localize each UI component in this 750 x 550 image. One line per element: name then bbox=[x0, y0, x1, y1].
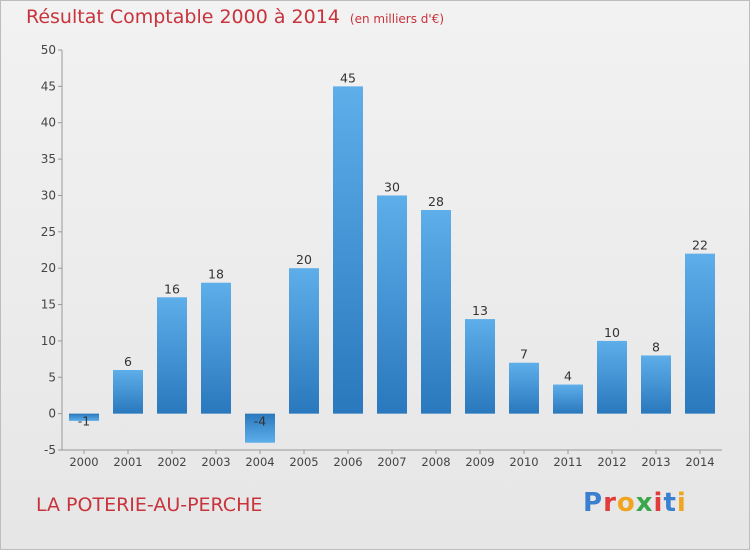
y-tick-label: -5 bbox=[44, 443, 56, 457]
y-tick-label: 40 bbox=[41, 116, 56, 130]
x-tick-label: 2001 bbox=[113, 455, 142, 469]
data-label-2007: 30 bbox=[384, 179, 400, 194]
proxiti-logo[interactable]: Proxiti bbox=[583, 488, 687, 518]
y-tick-label: 10 bbox=[41, 334, 56, 348]
bar-2007 bbox=[377, 195, 407, 414]
chart-title: Résultat Comptable 2000 à 2014 (en millie… bbox=[26, 6, 444, 28]
bar-2012 bbox=[597, 340, 627, 414]
bar-2004 bbox=[245, 413, 275, 443]
bar-2006 bbox=[333, 86, 363, 414]
chart-subtitle: (en milliers d'€) bbox=[349, 12, 445, 26]
y-tick-label: 50 bbox=[41, 43, 56, 57]
data-label-2008: 28 bbox=[428, 194, 444, 209]
bar-2011 bbox=[553, 384, 583, 414]
data-label-2014: 22 bbox=[692, 238, 708, 253]
x-tick-label: 2000 bbox=[69, 455, 98, 469]
x-tick-label: 2010 bbox=[509, 455, 538, 469]
x-tick-label: 2011 bbox=[553, 455, 582, 469]
data-label-2010: 7 bbox=[520, 347, 528, 362]
x-tick-label: 2002 bbox=[157, 455, 186, 469]
bar-2005 bbox=[289, 268, 319, 414]
data-label-2012: 10 bbox=[604, 325, 620, 340]
bar-2000 bbox=[69, 413, 99, 421]
y-tick-label: 0 bbox=[48, 407, 56, 421]
x-tick-label: 2014 bbox=[685, 455, 714, 469]
data-label-2011: 4 bbox=[564, 369, 572, 384]
y-tick-label: 25 bbox=[41, 225, 56, 239]
x-tick-label: 2003 bbox=[201, 455, 230, 469]
y-tick-label: 5 bbox=[48, 370, 56, 384]
x-tick-label: 2012 bbox=[597, 455, 626, 469]
y-tick-label: 15 bbox=[41, 298, 56, 312]
x-tick-label: 2005 bbox=[289, 455, 318, 469]
x-tick-label: 2013 bbox=[641, 455, 670, 469]
x-tick-label: 2007 bbox=[377, 455, 406, 469]
data-label-2006: 45 bbox=[340, 70, 356, 85]
data-label-2004: -4 bbox=[254, 414, 267, 429]
bar-2009 bbox=[465, 319, 495, 414]
x-tick-label: 2004 bbox=[245, 455, 274, 469]
y-tick-label: 30 bbox=[41, 188, 56, 202]
town-name: LA POTERIE-AU-PERCHE bbox=[36, 494, 263, 516]
x-tick-label: 2009 bbox=[465, 455, 494, 469]
data-label-2013: 8 bbox=[652, 339, 660, 354]
data-label-2001: 6 bbox=[124, 354, 132, 369]
bar-2010 bbox=[509, 362, 539, 414]
x-tick-label: 2008 bbox=[421, 455, 450, 469]
data-label-2005: 20 bbox=[296, 252, 312, 267]
bar-2003 bbox=[201, 282, 231, 414]
chart-title-text: Résultat Comptable 2000 à 2014 bbox=[26, 6, 340, 28]
bars bbox=[69, 86, 715, 443]
y-tick-label: 20 bbox=[41, 261, 56, 275]
bar-2002 bbox=[157, 297, 187, 414]
bar-2008 bbox=[421, 210, 451, 414]
y-tick-label: 45 bbox=[41, 79, 56, 93]
bar-2014 bbox=[685, 253, 715, 414]
bar-2001 bbox=[113, 370, 143, 414]
x-tick-label: 2006 bbox=[333, 455, 362, 469]
data-labels: -1 6 16 18 -4 20 45 30 28 13 7 4 10 8 22 bbox=[78, 70, 708, 428]
data-label-2009: 13 bbox=[472, 303, 488, 318]
bar-2013 bbox=[641, 355, 671, 414]
data-label-2002: 16 bbox=[164, 281, 180, 296]
axes: -5 0 5 10 15 20 25 30 35 40 45 50 2000 2001 2002 2003 20… bbox=[41, 43, 722, 469]
y-tick-label: 35 bbox=[41, 152, 56, 166]
data-label-2003: 18 bbox=[208, 267, 224, 282]
data-label-2000: -1 bbox=[78, 414, 90, 429]
